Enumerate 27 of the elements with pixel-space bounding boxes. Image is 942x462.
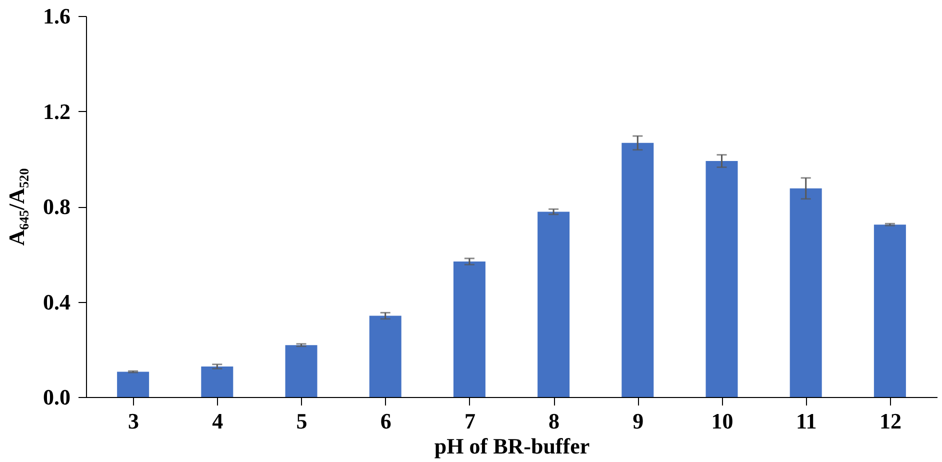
x-tick-label: 7 — [464, 408, 476, 434]
bar — [790, 188, 822, 397]
x-tick-label: 10 — [711, 408, 734, 434]
bar — [622, 142, 654, 397]
x-tick-label: 5 — [296, 408, 308, 434]
bar — [117, 372, 150, 397]
x-tick-label: 6 — [380, 408, 392, 434]
bar — [285, 345, 318, 397]
bar — [874, 224, 906, 397]
x-axis-title: pH of BR-buffer — [434, 434, 590, 458]
bar — [201, 366, 234, 397]
bar — [538, 212, 570, 397]
y-tick-label: 1.6 — [43, 4, 70, 28]
y-tick-label: 1.2 — [43, 98, 70, 124]
y-tick-label: 0.8 — [43, 194, 70, 219]
bar — [369, 316, 402, 397]
y-tick-label: 0.0 — [43, 384, 70, 410]
bar — [706, 161, 738, 397]
y-tick-label: 0.4 — [43, 289, 70, 314]
x-tick-label: 3 — [128, 408, 140, 434]
x-tick-label: 4 — [212, 408, 224, 434]
y-axis-title: A₆₄₅/A₅₂₀ — [4, 168, 29, 246]
x-tick-label: 9 — [632, 408, 644, 434]
x-tick-label: 12 — [879, 408, 902, 434]
x-tick-label: 11 — [796, 408, 817, 434]
bar — [453, 262, 486, 397]
x-tick-label: 8 — [548, 408, 560, 434]
